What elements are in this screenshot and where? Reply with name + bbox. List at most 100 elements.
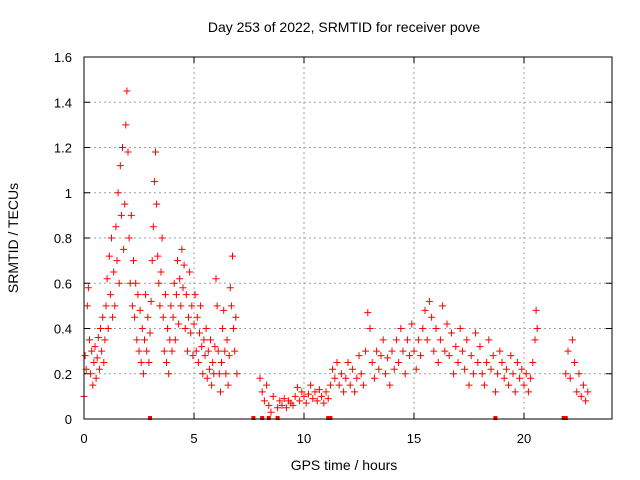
data-point bbox=[97, 325, 104, 332]
data-point bbox=[105, 252, 113, 260]
data-point bbox=[463, 336, 471, 344]
data-point bbox=[269, 392, 277, 400]
data-point bbox=[119, 144, 126, 151]
data-point bbox=[313, 397, 321, 405]
data-point bbox=[483, 358, 491, 366]
data-point bbox=[143, 347, 151, 355]
data-point bbox=[496, 347, 504, 355]
data-point bbox=[298, 388, 306, 396]
data-point bbox=[159, 313, 167, 321]
x-tick-label: 5 bbox=[190, 431, 197, 446]
data-point bbox=[311, 388, 319, 396]
data-point bbox=[113, 257, 121, 265]
data-point bbox=[302, 399, 310, 407]
data-point bbox=[95, 365, 103, 373]
baseline-marker bbox=[148, 416, 152, 420]
data-point bbox=[498, 358, 506, 366]
data-point bbox=[212, 275, 220, 283]
data-point bbox=[485, 336, 493, 344]
data-point bbox=[156, 302, 164, 310]
data-point bbox=[154, 252, 162, 260]
data-point bbox=[102, 302, 110, 310]
data-point bbox=[220, 306, 228, 314]
data-point bbox=[81, 352, 89, 360]
data-point bbox=[209, 358, 217, 366]
data-point bbox=[233, 370, 241, 378]
y-tick-label: 0.2 bbox=[54, 367, 72, 382]
data-point bbox=[258, 388, 266, 396]
data-point bbox=[516, 374, 524, 382]
data-point bbox=[518, 365, 526, 373]
data-point bbox=[122, 121, 130, 129]
data-point bbox=[183, 347, 191, 355]
data-point bbox=[182, 291, 190, 299]
data-point bbox=[168, 347, 176, 355]
data-point bbox=[395, 358, 403, 366]
data-point bbox=[103, 275, 111, 283]
data-point bbox=[524, 388, 532, 396]
data-point bbox=[386, 381, 394, 389]
data-point bbox=[430, 347, 438, 355]
data-point bbox=[434, 358, 442, 366]
data-point bbox=[291, 392, 299, 400]
data-point bbox=[204, 347, 212, 355]
data-point bbox=[584, 388, 592, 396]
data-point bbox=[494, 370, 502, 378]
data-point bbox=[165, 370, 173, 378]
data-point bbox=[139, 370, 147, 378]
data-point bbox=[188, 302, 196, 310]
data-point bbox=[207, 336, 214, 344]
data-point bbox=[458, 347, 466, 355]
data-point bbox=[447, 329, 455, 337]
data-point bbox=[86, 336, 93, 344]
data-point bbox=[189, 352, 197, 360]
data-point bbox=[200, 336, 208, 344]
data-point bbox=[423, 336, 431, 344]
data-point bbox=[377, 352, 385, 360]
data-point bbox=[198, 343, 206, 351]
y-axis-ticks: 0 0.2 0.4 0.6 0.8 1 1.2 1.4 1.6 bbox=[54, 50, 612, 427]
data-point bbox=[124, 148, 132, 156]
baseline-marker bbox=[266, 416, 271, 420]
data-point bbox=[353, 374, 361, 382]
data-point bbox=[456, 325, 464, 332]
data-point bbox=[221, 347, 229, 355]
data-point bbox=[152, 148, 159, 156]
data-point bbox=[109, 313, 117, 321]
data-point bbox=[412, 365, 420, 373]
data-point bbox=[532, 306, 540, 314]
data-point bbox=[115, 279, 123, 287]
y-tick-label: 0.8 bbox=[54, 231, 72, 246]
data-point bbox=[487, 365, 495, 373]
data-point bbox=[112, 223, 120, 231]
baseline-marker bbox=[275, 416, 280, 420]
data-point bbox=[445, 352, 453, 360]
baseline-marker bbox=[561, 416, 566, 420]
y-tick-label: 0.4 bbox=[54, 322, 72, 337]
data-point bbox=[333, 358, 341, 366]
data-point bbox=[106, 291, 114, 299]
data-point bbox=[194, 358, 202, 366]
x-tick-label: 0 bbox=[80, 431, 87, 446]
data-point bbox=[522, 370, 530, 378]
data-point bbox=[260, 397, 268, 405]
data-point bbox=[226, 284, 234, 292]
data-point bbox=[282, 404, 290, 412]
data-point bbox=[98, 347, 106, 355]
data-point bbox=[489, 352, 497, 360]
x-axis-ticks: 0 5 10 15 20 bbox=[80, 57, 531, 446]
data-point bbox=[533, 325, 541, 332]
data-point bbox=[141, 336, 148, 344]
data-point bbox=[146, 329, 154, 337]
data-point bbox=[571, 358, 579, 366]
data-point bbox=[474, 358, 482, 366]
data-point bbox=[153, 200, 161, 208]
data-point bbox=[224, 381, 232, 389]
data-point bbox=[454, 358, 462, 366]
data-point bbox=[439, 302, 447, 310]
data-point bbox=[575, 370, 583, 378]
data-point bbox=[450, 370, 458, 378]
data-point bbox=[148, 257, 156, 265]
data-point bbox=[117, 211, 125, 219]
data-point bbox=[142, 291, 150, 299]
